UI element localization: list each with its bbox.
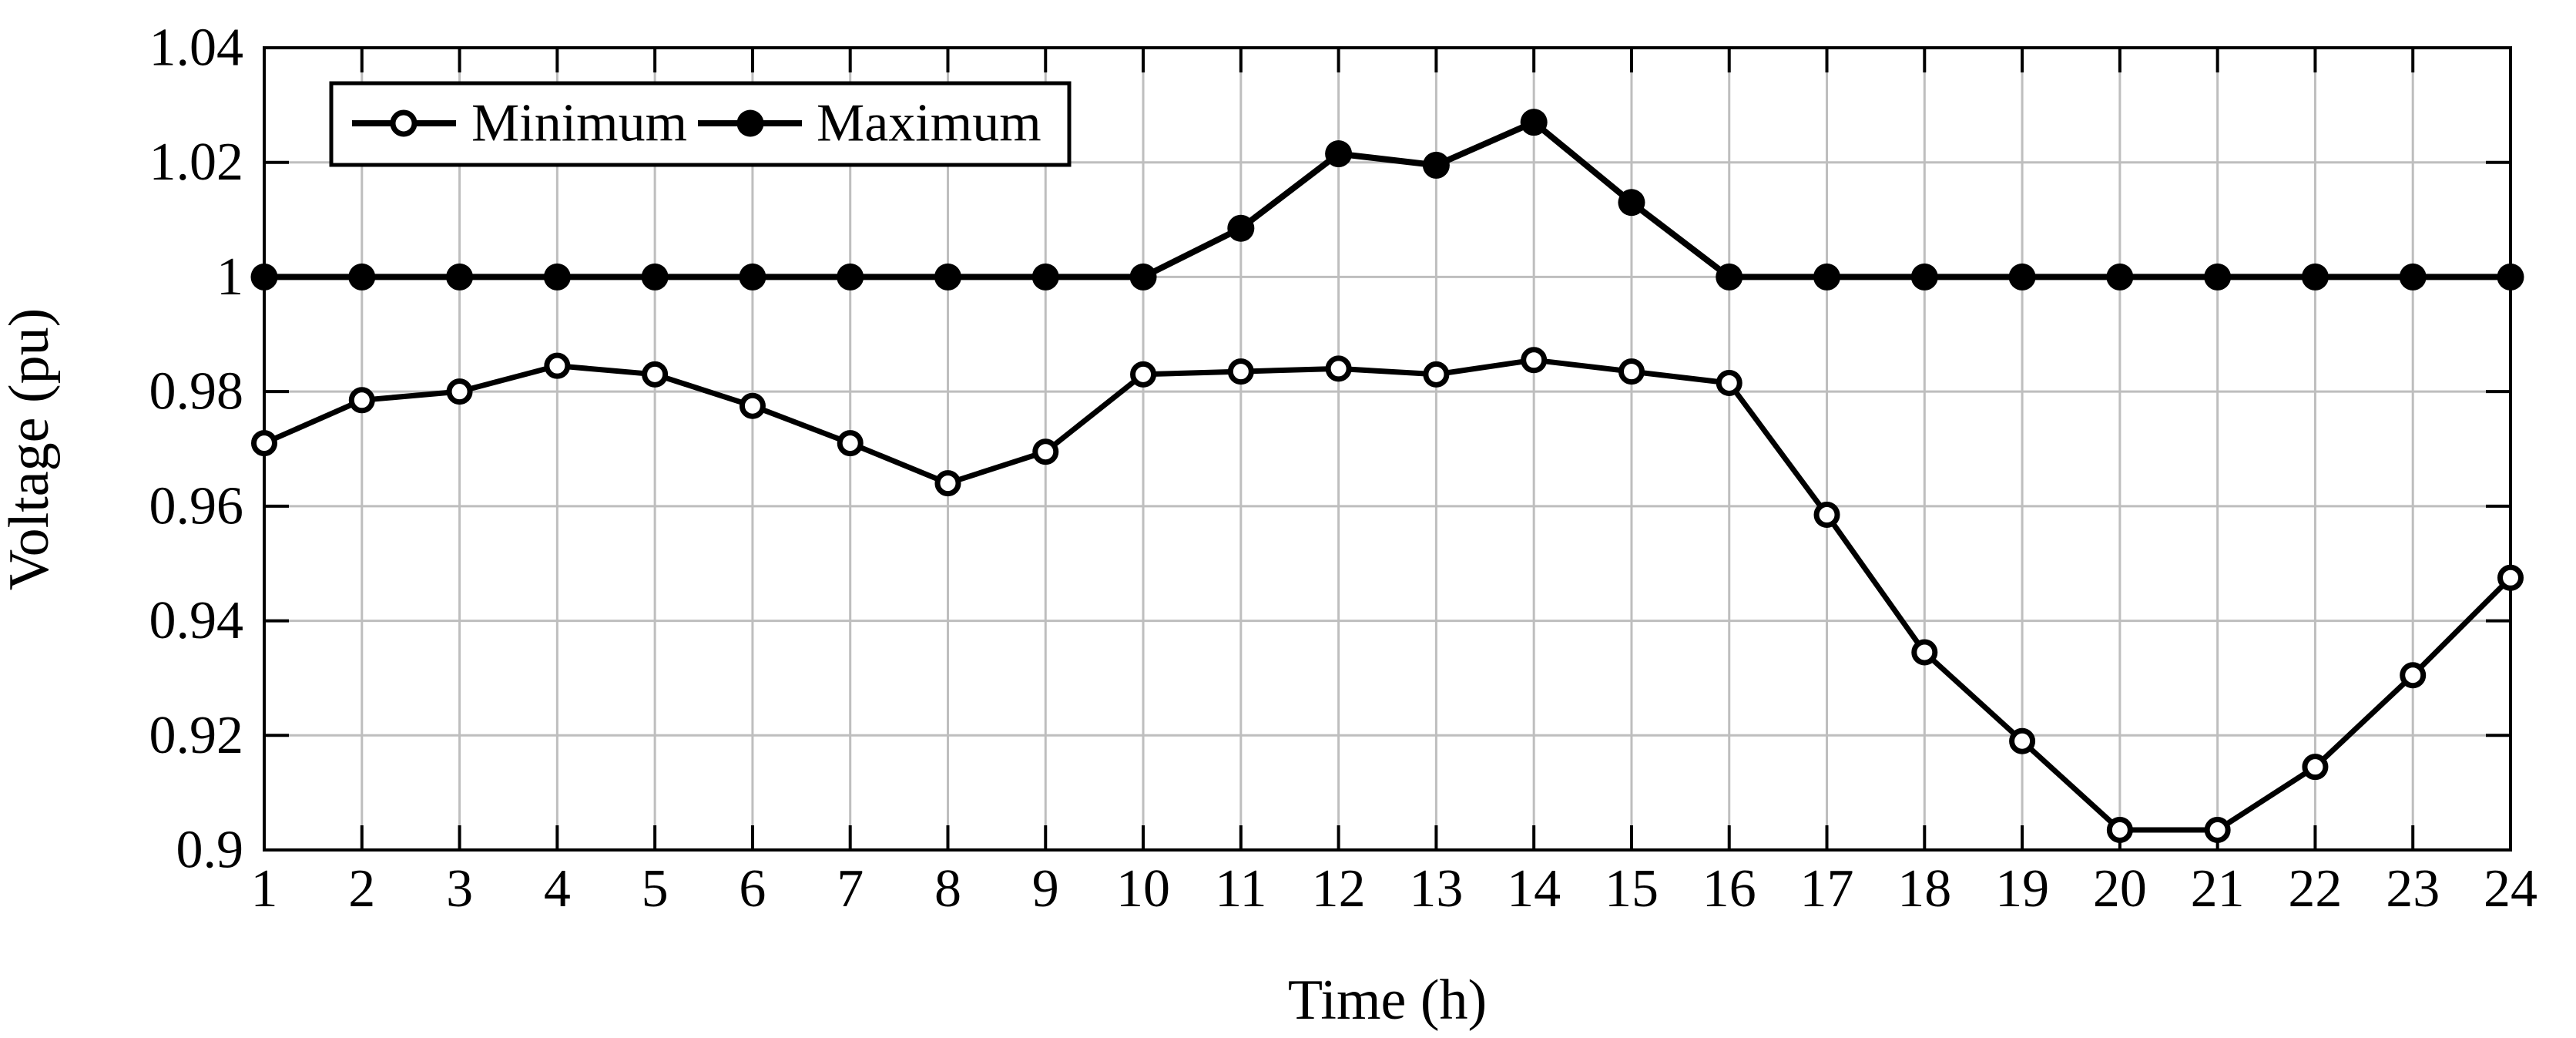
- maximum-marker-filled-circle-icon: [641, 263, 669, 291]
- minimum-marker-open-circle-icon: [1130, 361, 1157, 388]
- maximum-marker-filled-circle-icon: [250, 263, 278, 291]
- minimum-marker-open-circle-icon: [1716, 369, 1742, 396]
- maximum-marker-filled-circle-icon: [837, 263, 864, 291]
- data-series: [250, 109, 2524, 843]
- axis-ticks: [263, 46, 2512, 852]
- x-tick-label: 23: [2386, 859, 2440, 919]
- x-tick-label: 13: [1409, 859, 1463, 919]
- maximum-marker-filled-circle-icon: [739, 263, 766, 291]
- maximum-marker-filled-circle-icon: [2204, 263, 2232, 291]
- y-axis-title: Voltage (pu): [0, 308, 61, 591]
- x-tick-label: 10: [1116, 859, 1170, 919]
- x-axis-title: Time (h): [1288, 969, 1487, 1032]
- minimum-marker-open-circle-icon: [1911, 639, 1938, 666]
- x-tick-label: 24: [2484, 859, 2537, 919]
- maximum-marker-filled-circle-icon: [934, 263, 961, 291]
- maximum-marker-filled-circle-icon: [1325, 140, 1353, 168]
- minimum-marker-open-circle-icon: [837, 430, 864, 457]
- x-tick-label: 11: [1215, 859, 1266, 919]
- maximum-marker-filled-circle-icon: [2008, 263, 2036, 291]
- minimum-marker-open-circle-icon: [1032, 438, 1059, 465]
- maximum-marker-filled-circle-icon: [1031, 263, 1059, 291]
- minimum-marker-open-circle-icon: [2302, 754, 2329, 781]
- x-tick-label: 22: [2288, 859, 2342, 919]
- x-tick-label: 16: [1702, 859, 1756, 919]
- y-tick-label: 0.9: [176, 821, 244, 880]
- minimum-marker-open-circle-icon: [2009, 727, 2036, 754]
- maximum-marker-filled-circle-icon: [1227, 214, 1255, 242]
- minimum-marker-open-circle-icon: [739, 392, 766, 419]
- x-tick-label: 14: [1507, 859, 1561, 919]
- x-tick-label: 15: [1605, 859, 1659, 919]
- y-tick-label: 0.94: [149, 591, 244, 650]
- minimum-marker-open-circle-icon: [1325, 355, 1352, 382]
- maximum-marker-filled-circle-icon: [2399, 263, 2427, 291]
- x-tick-label: 4: [544, 859, 571, 919]
- legend: Minimum Maximum: [329, 81, 1072, 167]
- maximum-marker-filled-circle-icon: [2106, 263, 2134, 291]
- minimum-marker-open-circle-icon: [2400, 662, 2427, 689]
- plot-border: [263, 46, 2512, 852]
- x-tick-label: 2: [348, 859, 375, 919]
- maximum-marker-filled-circle-icon: [1520, 109, 1548, 136]
- maximum-marker-filled-circle-icon: [2497, 263, 2524, 291]
- x-tick-label: 8: [934, 859, 961, 919]
- maximum-marker-filled-circle-icon: [1716, 263, 1743, 291]
- x-tick-label: 19: [1995, 859, 2049, 919]
- maximum-marker-filled-circle-icon: [2301, 263, 2329, 291]
- legend-maximum-filled-circle-icon: [736, 109, 764, 137]
- maximum-marker-filled-circle-icon: [1129, 263, 1157, 291]
- x-tick-label: 3: [446, 859, 473, 919]
- minimum-marker-open-circle-icon: [2106, 816, 2133, 843]
- legend-maximum-label: Maximum: [817, 94, 1041, 153]
- x-tick-label: 20: [2093, 859, 2147, 919]
- x-tick-label: 6: [739, 859, 766, 919]
- maximum-marker-filled-circle-icon: [446, 263, 474, 291]
- y-tick-label: 0.98: [149, 362, 244, 422]
- tick-labels: 1 2 3 4 5 6 7 8 9 10 11 12 13 14 15 16 17 18 19 20 21 22 23 240…: [149, 18, 2538, 919]
- minimum-marker-open-circle-icon: [1521, 347, 1548, 374]
- minimum-marker-open-circle-icon: [934, 470, 961, 497]
- gridlines: [264, 48, 2511, 850]
- minimum-marker-open-circle-icon: [2204, 816, 2231, 843]
- y-tick-label: 1.04: [149, 18, 244, 78]
- minimum-line: [263, 357, 2513, 833]
- minimum-marker-open-circle-icon: [1423, 361, 1450, 388]
- y-tick-label: 1.02: [149, 133, 244, 192]
- maximum-marker-filled-circle-icon: [1813, 263, 1841, 291]
- maximum-marker-filled-circle-icon: [1422, 151, 1450, 179]
- x-tick-label: 18: [1897, 859, 1951, 919]
- minimum-marker-open-circle-icon: [1618, 358, 1645, 385]
- legend-minimum-label: Minimum: [471, 94, 687, 153]
- maximum-marker-filled-circle-icon: [1910, 263, 1938, 291]
- y-tick-label: 1: [216, 247, 243, 307]
- minimum-marker-open-circle-icon: [642, 361, 669, 388]
- x-tick-label: 5: [642, 859, 669, 919]
- x-tick-label: 9: [1032, 859, 1059, 919]
- maximum-line: [264, 119, 2511, 280]
- y-tick-label: 0.92: [149, 706, 244, 765]
- maximum-marker-filled-circle-icon: [543, 263, 571, 291]
- maximum-marker-filled-circle-icon: [1618, 189, 1645, 217]
- minimum-marker-open-circle-icon: [2497, 564, 2524, 591]
- x-tick-label: 1: [251, 859, 278, 919]
- x-tick-label: 7: [837, 859, 864, 919]
- minimum-marker-open-circle-icon: [348, 387, 375, 414]
- x-tick-label: 21: [2191, 859, 2245, 919]
- minimum-marker-open-circle-icon: [1227, 358, 1254, 385]
- minimum-marker-open-circle-icon: [544, 352, 571, 379]
- x-tick-label: 12: [1312, 859, 1366, 919]
- maximum-marker-filled-circle-icon: [348, 263, 376, 291]
- y-tick-label: 0.96: [149, 476, 244, 536]
- minimum-marker-open-circle-icon: [1813, 502, 1840, 529]
- minimum-marker-open-circle-icon: [446, 378, 473, 405]
- minimum-marker-open-circle-icon: [251, 430, 277, 457]
- x-tick-label: 17: [1800, 859, 1854, 919]
- legend-minimum-open-circle-icon: [390, 109, 418, 137]
